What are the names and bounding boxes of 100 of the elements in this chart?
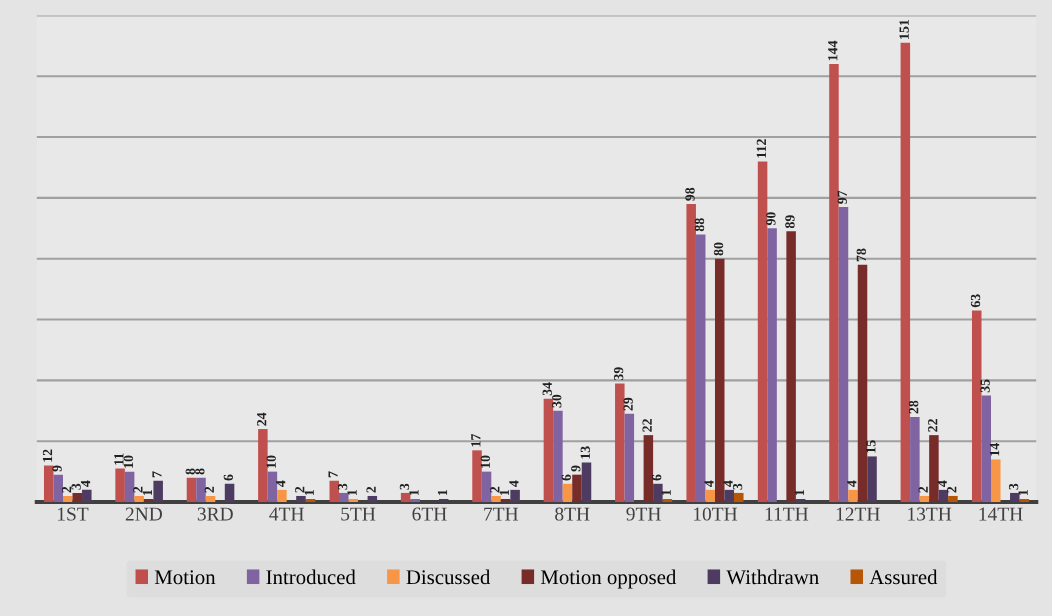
- data-label: 144: [828, 40, 838, 61]
- bar: [82, 489, 92, 503]
- bar: [124, 471, 135, 503]
- bar: [562, 483, 573, 503]
- data-label: 10: [123, 455, 134, 468]
- x-tick-label: 2ND: [125, 507, 163, 521]
- data-label: 12: [42, 449, 53, 462]
- data-label: 4: [937, 480, 947, 487]
- bar: [643, 435, 654, 503]
- data-label: 7: [152, 471, 162, 478]
- x-tick-label: 3RD: [197, 507, 233, 521]
- data-label: 4: [847, 480, 857, 487]
- bar: [277, 489, 287, 503]
- bar: [829, 64, 839, 503]
- x-tick-label: 1ST: [58, 507, 89, 521]
- bar: [267, 471, 278, 503]
- bar: [919, 495, 930, 503]
- data-label: 2: [366, 486, 376, 493]
- x-tick-label: 8TH: [555, 507, 590, 521]
- data-label: 97: [837, 190, 847, 204]
- bar: [481, 471, 492, 503]
- bar: [857, 264, 868, 503]
- data-label: 90: [766, 212, 776, 226]
- bar: [43, 465, 54, 503]
- bar: [929, 435, 939, 503]
- bar: [948, 495, 958, 503]
- bar: [224, 483, 235, 503]
- bar: [624, 413, 635, 503]
- x-tick-label: 12TH: [836, 507, 880, 521]
- bar: [472, 450, 482, 503]
- data-label: 98: [685, 187, 695, 201]
- data-label: 6: [652, 474, 662, 481]
- legend-label: Withdrawn: [726, 569, 819, 585]
- bar: [196, 477, 206, 503]
- bar: [186, 477, 197, 503]
- bar: [867, 456, 877, 503]
- data-label: 7: [328, 471, 338, 478]
- x-tick-label: 11TH: [765, 507, 809, 521]
- bar: [500, 499, 511, 503]
- bar: [62, 495, 73, 503]
- bar: [572, 474, 582, 503]
- bar: [734, 492, 744, 503]
- bar: [615, 383, 625, 503]
- data-label: 151: [899, 19, 909, 39]
- bar: [153, 480, 163, 503]
- x-tick-label: 4TH: [269, 507, 304, 521]
- bar: [400, 492, 411, 503]
- data-label: 1: [661, 489, 671, 496]
- data-label: 10: [266, 455, 276, 468]
- bar: [838, 207, 849, 503]
- data-label: 2: [947, 486, 957, 493]
- bar: [367, 495, 378, 503]
- x-tick-label: 9TH: [626, 507, 661, 521]
- data-label: 3: [337, 483, 348, 490]
- bar: [329, 480, 340, 503]
- data-label: 1: [499, 489, 509, 496]
- bar: [305, 499, 316, 503]
- bar: [981, 395, 992, 503]
- data-label: 17: [471, 434, 481, 447]
- legend-label: Introduced: [266, 569, 356, 585]
- bar: [900, 42, 911, 503]
- data-label: 78: [856, 248, 866, 262]
- bar: [134, 495, 144, 503]
- bar: [72, 492, 83, 503]
- data-label: 2: [61, 486, 72, 493]
- bar: [438, 499, 449, 503]
- x-tick-label: 13TH: [908, 507, 952, 521]
- bar: [938, 489, 949, 503]
- data-label: 6: [223, 474, 234, 481]
- legend-label: Discussed: [406, 569, 491, 585]
- data-label: 3: [399, 483, 410, 490]
- data-label: 14: [989, 443, 1000, 456]
- bar: [1010, 492, 1020, 503]
- data-label: 1: [409, 489, 419, 496]
- bar: [653, 483, 663, 503]
- bar: [510, 489, 520, 503]
- bar: [910, 416, 920, 503]
- data-label: 22: [928, 419, 938, 432]
- bar: [662, 499, 673, 503]
- bar: [705, 489, 715, 503]
- bar: [553, 410, 563, 503]
- data-label: 8: [185, 468, 195, 475]
- bar: [714, 258, 725, 503]
- bar: [410, 499, 420, 503]
- data-label: 2: [204, 486, 214, 493]
- data-label: 63: [970, 294, 981, 308]
- x-tick-label: 7TH: [484, 507, 519, 521]
- bar: [991, 459, 1001, 503]
- data-label: 1: [142, 489, 152, 496]
- x-tick-label: 6TH: [412, 507, 447, 521]
- data-label: 4: [80, 480, 91, 487]
- data-label: 13: [580, 446, 590, 459]
- data-label: 112: [756, 139, 766, 158]
- bar: [258, 429, 268, 503]
- data-label: 3: [732, 483, 743, 490]
- data-label: 35: [980, 379, 990, 393]
- data-label: 4: [276, 480, 286, 487]
- bar: [543, 398, 554, 503]
- x-tick-label: 10TH: [694, 507, 738, 521]
- bar: [848, 489, 858, 503]
